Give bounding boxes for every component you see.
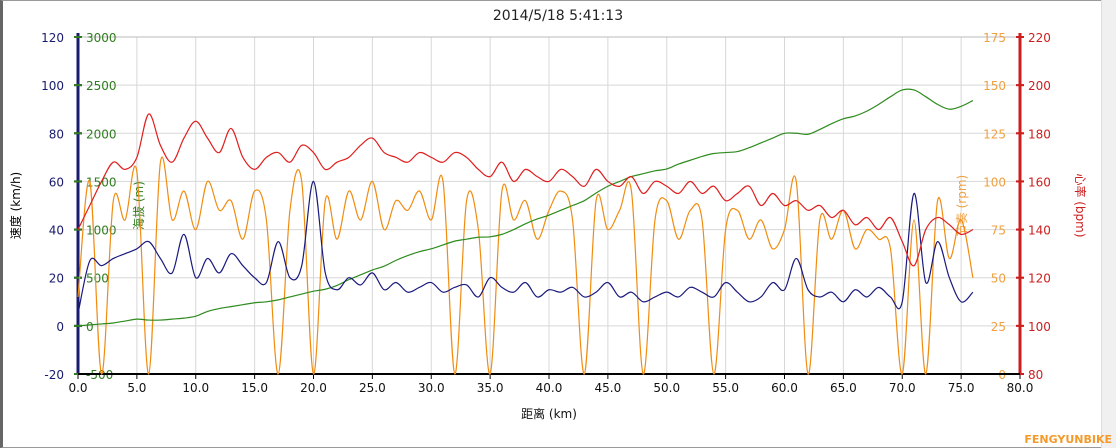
speed-axis-label: 速度 (km/h)	[8, 172, 23, 239]
x-tick-label: 0.0	[68, 381, 87, 395]
speed-tick-label: -20	[44, 368, 64, 382]
heartrate-tick-label: 100	[1028, 320, 1051, 334]
heartrate-series-line	[77, 113, 974, 267]
heartrate-tick-label: 140	[1028, 224, 1051, 238]
heartrate-tick-label: 180	[1028, 127, 1051, 141]
cadence-tick-label: 100	[983, 175, 1006, 189]
x-tick-label: 20.0	[300, 381, 327, 395]
heartrate-tick-label: 160	[1028, 175, 1051, 189]
elevation-axis-label: 海拔 (m)	[131, 181, 146, 230]
cadence-tick-label: 25	[991, 320, 1006, 334]
heartrate-tick-label: 120	[1028, 272, 1051, 286]
watermark-logo: FENGYUNBIKE	[1024, 433, 1112, 446]
speed-tick-label: 120	[41, 31, 64, 45]
x-tick-label: 40.0	[536, 381, 563, 395]
cadence-axis-label: 节奏 (rpm)	[955, 175, 969, 236]
elevation-tick-label: 1000	[86, 224, 117, 238]
speed-tick-label: 100	[41, 79, 64, 93]
x-tick-label: 5.0	[127, 381, 146, 395]
cadence-tick-label: 175	[983, 31, 1006, 45]
cadence-tick-label: 50	[991, 272, 1006, 286]
speed-tick-label: 60	[49, 175, 64, 189]
x-tick-label: 80.0	[1007, 381, 1034, 395]
chart-title: 2014/5/18 5:41:13	[492, 8, 624, 24]
x-tick-label: 45.0	[595, 381, 622, 395]
x-tick-label: 35.0	[477, 381, 504, 395]
heartrate-tick-label: 200	[1028, 79, 1051, 93]
speed-tick-label: 20	[49, 272, 64, 286]
speed-tick-label: 0	[56, 320, 64, 334]
speed-tick-label: 40	[49, 224, 64, 238]
elevation-tick-label: 2500	[86, 79, 117, 93]
heartrate-tick-label: 80	[1028, 368, 1043, 382]
x-tick-label: 55.0	[712, 381, 739, 395]
x-tick-label: 30.0	[418, 381, 445, 395]
x-tick-label: 75.0	[948, 381, 975, 395]
cadence-tick-label: 150	[983, 79, 1006, 93]
elevation-series-line	[77, 88, 974, 327]
elevation-tick-label: 0	[86, 320, 94, 334]
elevation-tick-label: 2000	[86, 127, 117, 141]
x-tick-label: 50.0	[653, 381, 680, 395]
x-tick-label: 25.0	[359, 381, 386, 395]
x-axis-label: 距离 (km)	[521, 406, 577, 421]
cadence-tick-label: 75	[991, 224, 1006, 238]
x-tick-label: 10.0	[182, 381, 209, 395]
speed-tick-label: 80	[49, 127, 64, 141]
heartrate-axis-label: 心率 (bpm)	[1073, 173, 1088, 237]
elevation-tick-label: 3000	[86, 31, 117, 45]
x-tick-label: 65.0	[830, 381, 857, 395]
vertical-scrollbar[interactable]	[1101, 0, 1116, 448]
x-tick-label: 70.0	[889, 381, 916, 395]
speed-series-line	[77, 180, 974, 314]
cadence-series-line	[77, 156, 974, 375]
heartrate-tick-label: 220	[1028, 31, 1051, 45]
elevation-tick-label: 500	[86, 272, 109, 286]
cadence-tick-label: 125	[983, 127, 1006, 141]
x-tick-label: 15.0	[241, 381, 268, 395]
x-tick-label: 60.0	[771, 381, 798, 395]
